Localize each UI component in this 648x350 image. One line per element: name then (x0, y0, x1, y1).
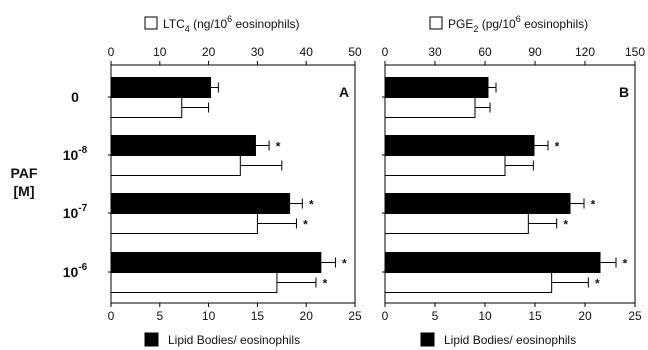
top-axis-tick-label: 30 (251, 45, 265, 59)
bottom-axis-tick-label: 10 (478, 309, 492, 323)
top-axis-title-part: LTC (163, 17, 185, 31)
bar-eicosanoid (384, 272, 553, 293)
top-axis-title-part: eosinophils) (521, 17, 588, 31)
top-axis-tick-label: 0 (108, 45, 115, 59)
category-label: 10-7 (63, 203, 88, 221)
plot-frame (110, 64, 356, 304)
significance-marker: * (323, 277, 328, 291)
significance-marker: * (591, 198, 596, 212)
top-axis-title-part: (pg/10 (478, 17, 516, 31)
bar-lipid-bodies (384, 135, 535, 156)
bar-lipid-bodies (384, 193, 571, 214)
category-base: 10 (63, 205, 79, 221)
y-axis-title: [M] (14, 183, 35, 199)
category-label: 10-6 (63, 262, 88, 280)
bottom-axis-tick-label: 20 (578, 309, 592, 323)
bar-lipid-bodies (384, 77, 489, 98)
significance-marker: * (309, 198, 314, 212)
top-axis-title: PGE2 (pg/106 eosinophils) (448, 14, 588, 34)
bottom-axis-tick-label: 5 (156, 309, 163, 323)
top-axis-tick-label: 0 (382, 45, 389, 59)
legend-swatch-white (429, 16, 443, 30)
top-axis-tick-label: 150 (625, 45, 645, 59)
category-exponent: -7 (78, 203, 87, 214)
category-base: 10 (63, 147, 79, 163)
top-axis-tick-label: 90 (528, 45, 542, 59)
category-label: 0 (71, 89, 79, 105)
top-axis-title-part: 4 (185, 24, 190, 34)
top-axis-tick-label: 60 (478, 45, 492, 59)
top-axis-title-part: 2 (473, 24, 478, 34)
panel-label: B (619, 84, 629, 100)
bar-lipid-bodies (110, 252, 322, 273)
top-axis-title-part: 6 (516, 14, 521, 24)
top-axis-title: LTC4 (ng/106 eosinophils) (163, 14, 300, 34)
top-axis-tick-label: 20 (202, 45, 216, 59)
top-axis-title-part: eosinophils) (232, 17, 299, 31)
bar-lipid-bodies (384, 252, 601, 273)
top-axis-tick-label: 30 (428, 45, 442, 59)
bar-eicosanoid (384, 213, 529, 234)
category-base: 0 (71, 89, 79, 105)
bar-eicosanoid (110, 97, 183, 118)
legend-swatch-black (144, 332, 159, 347)
bar-eicosanoid (384, 155, 506, 176)
category-base: 10 (63, 264, 79, 280)
top-axis-tick-label: 40 (300, 45, 314, 59)
top-axis-tick-label: 120 (575, 45, 595, 59)
bottom-axis-tick-label: 20 (300, 309, 314, 323)
bar-lipid-bodies (110, 193, 291, 214)
bar-eicosanoid (110, 272, 278, 293)
significance-marker: * (342, 257, 347, 271)
legend-swatch-black (420, 332, 435, 347)
top-axis-title-part: 6 (227, 14, 232, 24)
significance-marker: * (276, 140, 281, 154)
bottom-axis-tick-label: 5 (432, 309, 439, 323)
category-exponent: -8 (78, 145, 87, 156)
bottom-axis-tick-label: 10 (202, 309, 216, 323)
significance-marker: * (623, 257, 628, 271)
bottom-axis-tick-label: 0 (382, 309, 389, 323)
top-axis-tick-label: 50 (348, 45, 362, 59)
legend-swatch-white (144, 16, 158, 30)
bottom-axis-tick-label: 15 (528, 309, 542, 323)
bottom-axis-tick-label: 0 (108, 309, 115, 323)
bottom-axis-title: Lipid Bodies/ eosinophils (168, 333, 300, 347)
bottom-axis-title: Lipid Bodies/ eosinophils (444, 333, 576, 347)
top-axis-title-part: PGE (448, 17, 473, 31)
bottom-axis-tick-label: 15 (251, 309, 265, 323)
bar-eicosanoid (384, 97, 476, 118)
significance-marker: * (563, 218, 568, 232)
y-axis-title: PAF (11, 165, 38, 181)
bottom-axis-tick-label: 25 (348, 309, 362, 323)
bottom-axis-tick-label: 25 (628, 309, 642, 323)
top-axis-title-part: (ng/10 (190, 17, 228, 31)
category-label: 10-8 (63, 145, 88, 163)
significance-marker: * (595, 277, 600, 291)
significance-marker: * (555, 140, 560, 154)
bar-lipid-bodies (110, 77, 212, 98)
bar-eicosanoid (110, 155, 241, 176)
plot-frame (384, 64, 636, 304)
significance-marker: * (303, 218, 308, 232)
bar-lipid-bodies (110, 135, 256, 156)
bar-eicosanoid (110, 213, 258, 234)
top-axis-tick-label: 10 (153, 45, 167, 59)
category-exponent: -6 (78, 262, 87, 273)
panel-label: A (339, 84, 349, 100)
